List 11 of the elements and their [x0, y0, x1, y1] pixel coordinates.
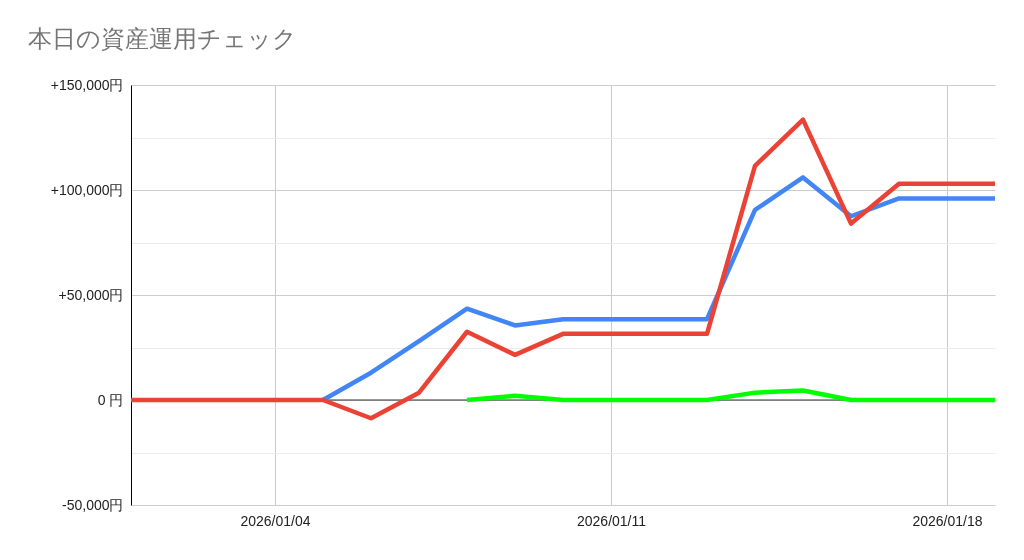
y-tick-label: 0 円: [97, 391, 124, 408]
y-tick-label: -50,000円: [62, 496, 124, 513]
y-tick-label: +50,000円: [58, 286, 124, 303]
y-tick-label: +100,000円: [50, 181, 124, 198]
x-tick-label: 2026/01/04: [240, 512, 311, 529]
line-series: [464, 388, 998, 403]
x-tick-label: 2026/01/11: [576, 512, 647, 529]
chart-title: 本日の資産運用チェック: [28, 25, 297, 52]
x-tick-label: 2026/01/18: [912, 512, 983, 529]
line-series: [128, 117, 998, 421]
y-tick-label: +150,000円: [50, 76, 124, 93]
